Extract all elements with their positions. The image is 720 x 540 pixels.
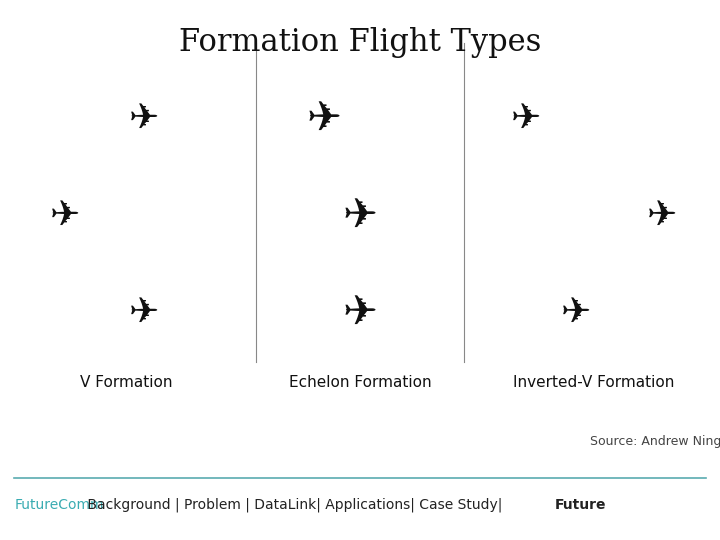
Text: Source: Andrew Ning: Source: Andrew Ning: [590, 435, 720, 448]
Text: ✈: ✈: [129, 102, 159, 136]
Text: Future: Future: [554, 498, 606, 512]
Text: FutureComm: FutureComm: [14, 498, 104, 512]
Text: ✈: ✈: [50, 199, 80, 233]
Text: ✈: ✈: [343, 292, 377, 334]
Text: V Formation: V Formation: [80, 375, 172, 390]
Text: Formation Flight Types: Formation Flight Types: [179, 27, 541, 58]
Text: ✈: ✈: [510, 102, 541, 136]
Text: ✈: ✈: [343, 195, 377, 237]
Text: Echelon Formation: Echelon Formation: [289, 375, 431, 390]
Text: ✈: ✈: [561, 296, 591, 330]
Text: ✈: ✈: [307, 98, 341, 140]
Text: ✈: ✈: [647, 199, 678, 233]
Text: Background | Problem | DataLink| Applications| Case Study|: Background | Problem | DataLink| Applica…: [83, 498, 507, 512]
Text: ✈: ✈: [129, 296, 159, 330]
Text: Inverted-V Formation: Inverted-V Formation: [513, 375, 675, 390]
